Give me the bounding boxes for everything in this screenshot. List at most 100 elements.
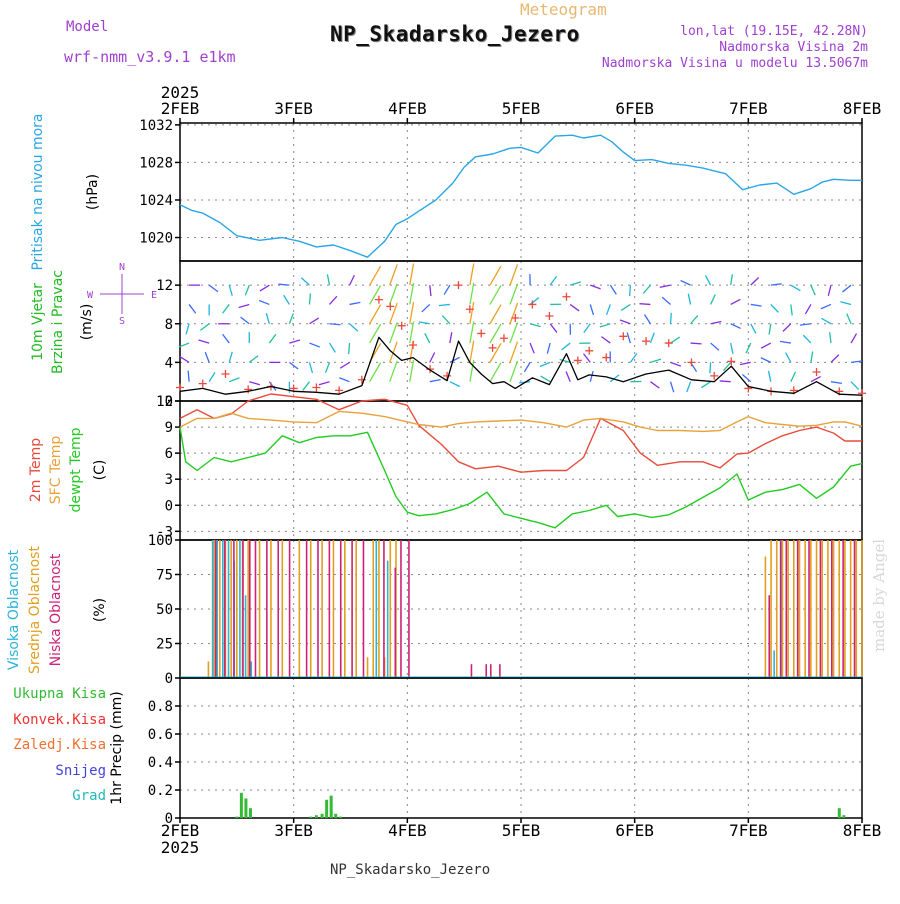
temperature-ytick-label: 0	[165, 498, 173, 514]
wind-direction-arrow	[620, 320, 630, 324]
wind-direction-arrow	[644, 315, 650, 324]
temperature-ytick-label: 6	[165, 446, 173, 462]
wind-direction-arrow	[731, 343, 733, 354]
wind-direction-arrow	[410, 302, 414, 324]
wind-direction-arrow	[439, 304, 450, 305]
wind-direction-arrow	[671, 362, 681, 366]
wind-ylabel-1: 10m Vjetar	[30, 283, 46, 361]
wind-direction-arrow	[601, 337, 610, 343]
wind-direction-arrow	[671, 382, 674, 393]
wind-direction-arrow	[530, 343, 534, 353]
wind-ytick-label: 12	[156, 278, 173, 294]
wind-direction-arrow	[627, 333, 630, 344]
temperature-frame	[180, 401, 862, 540]
precip-bar	[325, 800, 328, 818]
x-top-tick-label: 8FEB	[843, 99, 882, 118]
temp-ylabel-sfc: SFC Temp	[48, 436, 64, 505]
wind-gust-marker	[500, 334, 508, 342]
cloud-ytick-label: 100	[148, 533, 173, 549]
wind-direction-arrow	[570, 304, 579, 310]
wind-direction-arrow	[847, 314, 851, 324]
wind-direction-arrow	[691, 315, 698, 323]
location-line1: lon,lat (19.15E, 42.28N)	[680, 24, 868, 39]
wind-direction-arrow	[711, 343, 719, 350]
wind-direction-arrow	[583, 354, 590, 363]
pressure-ytick-label: 1032	[139, 118, 173, 134]
wind-direction-arrow	[621, 304, 630, 310]
pressure-ylabel: Pritisak na nivou mora	[30, 113, 46, 270]
wind-direction-arrow	[550, 276, 556, 285]
wind-direction-arrow	[840, 302, 851, 305]
wind-direction-arrow	[805, 304, 811, 314]
pressure-line	[180, 135, 862, 257]
precip-legend-4: Grad	[72, 788, 106, 804]
credit-text: made by Angel	[870, 539, 888, 652]
wind-direction-arrow	[490, 343, 501, 362]
wind-direction-arrow	[350, 302, 361, 304]
compass-n: N	[119, 262, 125, 273]
wind-direction-arrow	[701, 382, 710, 388]
wind-direction-arrow	[530, 324, 541, 327]
wind-direction-arrow	[370, 305, 381, 324]
wind-direction-arrow	[751, 324, 756, 334]
wind-direction-arrow	[303, 382, 310, 391]
wind-direction-arrow	[450, 357, 460, 362]
wind-gust-marker	[642, 337, 650, 345]
wind-direction-arrow	[209, 285, 218, 292]
wind-gust-marker	[454, 281, 462, 289]
wind-direction-arrow	[681, 280, 691, 285]
wind-direction-arrow	[828, 285, 831, 296]
wind-direction-arrow	[550, 324, 557, 333]
wind-direction-arrow	[269, 334, 276, 343]
wind-direction-arrow	[510, 322, 518, 343]
page-title: NP_Skadarsko_Jezero	[330, 22, 580, 46]
wind-direction-arrow	[309, 343, 319, 347]
wind-direction-arrow	[566, 371, 570, 381]
pressure-ytick-label: 1024	[139, 193, 173, 209]
wind-direction-arrow	[650, 359, 661, 362]
wind-gust-marker	[176, 383, 184, 391]
cloud-ytick-label: 25	[156, 637, 173, 653]
precip-ylabel: 1hr Precip (mm)	[109, 691, 125, 804]
wind-direction-arrow	[260, 285, 269, 291]
wind-direction-arrow	[309, 362, 312, 373]
model-label: Model	[66, 19, 108, 35]
wind-direction-arrow	[189, 304, 196, 313]
wind-direction-arrow	[249, 382, 260, 385]
location-line2: Nadmorska Visina 2m	[719, 40, 868, 55]
wind-direction-arrow	[691, 343, 702, 344]
wind-direction-arrow	[705, 275, 710, 285]
x-top-tick-label: 3FEB	[274, 99, 313, 118]
wind-direction-arrow	[229, 378, 239, 382]
wind-direction-arrow	[720, 381, 731, 382]
temp-ylabel-2m: 2m Temp	[28, 438, 44, 502]
wind-direction-arrow	[630, 353, 636, 362]
wind-direction-arrow	[390, 284, 398, 305]
cloud-unit: (%)	[92, 598, 108, 622]
x-top-tick-label: 6FEB	[615, 99, 654, 118]
wind-ytick-label: 8	[165, 317, 173, 333]
cloud-ylabel-high: Visoka Oblacnost	[6, 549, 22, 670]
compass-s: S	[119, 316, 125, 327]
wind-direction-arrow	[490, 285, 501, 304]
precip-bar	[842, 815, 845, 818]
wind-direction-arrow	[490, 324, 501, 343]
wind-direction-arrow	[650, 333, 654, 343]
wind-direction-arrow	[510, 284, 518, 305]
wind-direction-arrow	[266, 313, 269, 324]
location-line3: Nadmorska Visina u modelu 13.5067m	[602, 56, 868, 71]
wind-direction-arrow	[510, 342, 518, 363]
wind-direction-arrow	[687, 382, 691, 392]
temp-line-1	[180, 411, 862, 431]
wind-direction-arrow	[370, 266, 381, 285]
wind-direction-arrow	[470, 283, 474, 305]
wind-gust-marker	[386, 302, 394, 310]
wind-gust-marker	[528, 300, 536, 308]
wind-direction-arrow	[731, 274, 733, 285]
precip-bar	[339, 817, 342, 818]
wind-direction-arrow	[769, 371, 771, 382]
wind-direction-arrow	[289, 362, 298, 369]
temp-unit: (C)	[92, 460, 108, 481]
wind-direction-arrow	[200, 324, 209, 331]
wind-direction-arrow	[830, 332, 831, 343]
